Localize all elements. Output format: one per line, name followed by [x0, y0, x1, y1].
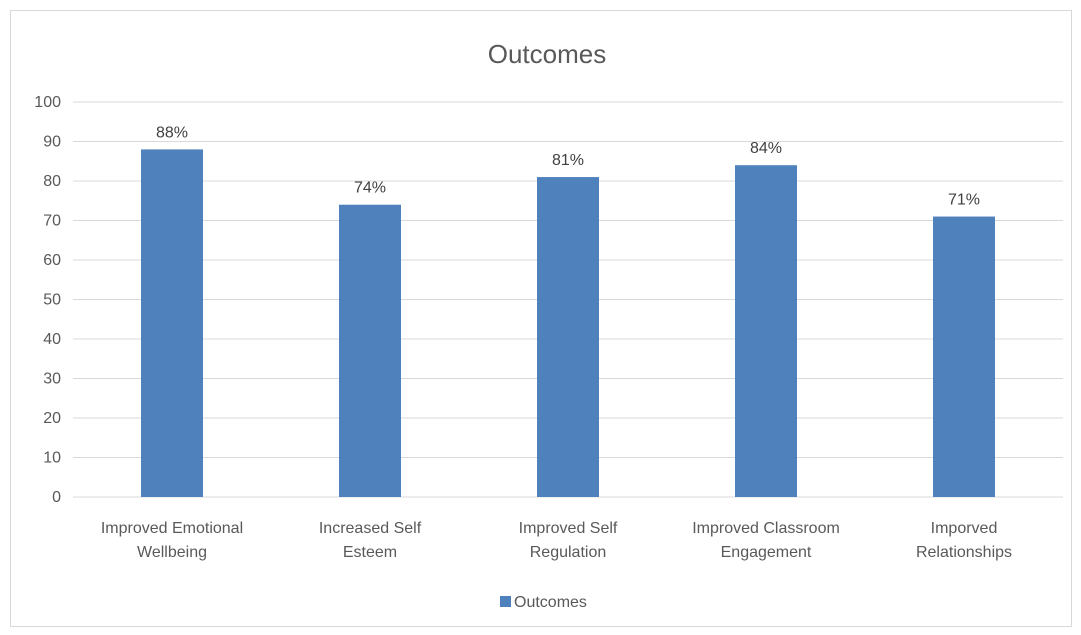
x-category-label: Improved Classroom: [692, 520, 840, 537]
bar-chart: Outcomes 0 10 20 30 40 50 60 70 80 90 100 88% 74% 81…: [34, 39, 1063, 611]
y-axis-tick-labels: 0 10 20 30 40 50 60 70 80 90 100: [34, 94, 61, 506]
y-tick-label: 80: [43, 173, 61, 190]
chart-title: Outcomes: [488, 39, 607, 69]
x-category-label: Increased Self: [319, 520, 422, 537]
data-label: 81%: [552, 152, 584, 169]
legend-label: Outcomes: [514, 594, 587, 611]
legend-swatch: [500, 596, 511, 607]
x-category-label: Regulation: [530, 544, 607, 561]
y-tick-label: 90: [43, 134, 61, 151]
y-tick-label: 60: [43, 252, 61, 269]
bar: [735, 165, 797, 497]
y-tick-label: 50: [43, 292, 61, 309]
x-category-label: Relationships: [916, 544, 1012, 561]
chart-container: Outcomes 0 10 20 30 40 50 60 70 80 90 100 88% 74% 81…: [10, 10, 1072, 627]
data-label: 74%: [354, 180, 386, 197]
y-tick-label: 10: [43, 450, 61, 467]
bar: [537, 177, 599, 498]
legend: Outcomes: [500, 594, 587, 611]
y-tick-label: 100: [34, 94, 61, 111]
bars: [141, 149, 995, 498]
x-category-label: Improved Emotional: [101, 520, 243, 537]
bar: [141, 149, 203, 497]
x-category-label: Imporved: [931, 520, 998, 537]
y-tick-label: 0: [52, 489, 61, 506]
data-label: 84%: [750, 140, 782, 157]
x-category-label: Improved Self: [519, 520, 618, 537]
x-category-label: Esteem: [343, 544, 397, 561]
y-tick-label: 40: [43, 331, 61, 348]
y-tick-label: 20: [43, 410, 61, 427]
y-tick-label: 30: [43, 371, 61, 388]
data-labels: 88% 74% 81% 84% 71%: [156, 124, 980, 208]
y-tick-label: 70: [43, 213, 61, 230]
x-category-label: Wellbeing: [137, 544, 207, 561]
x-category-label: Engagement: [721, 544, 812, 561]
data-label: 88%: [156, 124, 188, 141]
x-axis-category-labels: Improved Emotional Wellbeing Increased Sel…: [101, 520, 1012, 561]
data-label: 71%: [948, 192, 980, 209]
bar: [933, 216, 995, 498]
bar: [339, 204, 401, 497]
